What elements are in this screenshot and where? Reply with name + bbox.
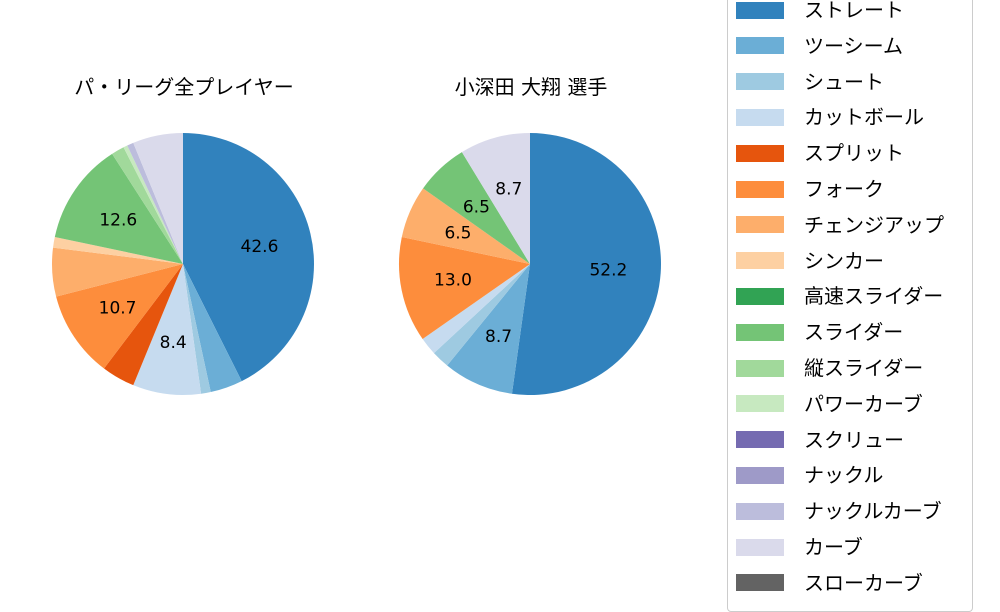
legend-label: スローカーブ bbox=[804, 570, 923, 595]
pie-slice bbox=[422, 264, 530, 354]
pie-slice bbox=[461, 133, 530, 264]
pie-slice bbox=[56, 264, 184, 369]
legend-item: カットボール bbox=[736, 107, 924, 127]
legend-swatch bbox=[736, 287, 784, 305]
pie-slice bbox=[183, 264, 211, 394]
pie-slice bbox=[399, 237, 530, 339]
pie-slice bbox=[52, 247, 183, 297]
legend-item: スライダー bbox=[736, 322, 903, 342]
slice-value-label: 52.2 bbox=[589, 260, 627, 280]
legend-label: ツーシーム bbox=[804, 33, 903, 58]
pie-slice bbox=[123, 145, 183, 264]
legend-swatch bbox=[736, 1, 784, 19]
legend-swatch bbox=[736, 180, 784, 198]
legend-item: 高速スライダー bbox=[736, 286, 943, 306]
legend-item: ナックルカーブ bbox=[736, 501, 942, 521]
legend-item: シュート bbox=[736, 72, 884, 92]
legend-label: ストレート bbox=[804, 0, 904, 22]
right-chart-title: 小深田 大翔 選手 bbox=[454, 75, 608, 99]
player-pie-chart: 52.28.713.06.56.58.7 bbox=[399, 133, 661, 395]
legend-item: フォーク bbox=[736, 179, 884, 199]
legend-item: スクリュー bbox=[736, 430, 904, 450]
pie-slice bbox=[133, 264, 202, 396]
pie-slice bbox=[183, 133, 314, 382]
slice-value-label: 12.6 bbox=[99, 210, 137, 230]
legend-swatch bbox=[736, 108, 784, 126]
legend: ストレートツーシームシュートカットボール スプリットフォークチェンジアップ シンカー… bbox=[727, 0, 973, 612]
legend-item: 縦スライダー bbox=[736, 358, 923, 378]
pie-slice bbox=[127, 142, 183, 264]
slice-value-label: 6.5 bbox=[463, 198, 490, 218]
pie-slice bbox=[104, 264, 183, 386]
legend-swatch bbox=[736, 431, 784, 449]
legend-label: ナックル bbox=[804, 463, 884, 488]
legend-swatch bbox=[736, 502, 784, 520]
legend-label: フォーク bbox=[804, 177, 884, 201]
legend-item: スローカーブ bbox=[736, 573, 923, 593]
legend-item: スプリット bbox=[736, 143, 904, 163]
legend-swatch bbox=[736, 144, 784, 162]
legend-label: パワーカーブ bbox=[804, 391, 923, 416]
legend-label: スライダー bbox=[804, 320, 904, 345]
pie-slice bbox=[112, 147, 183, 264]
legend-label: スプリット bbox=[804, 141, 904, 166]
legend-swatch bbox=[736, 574, 784, 592]
legend-swatch bbox=[736, 359, 784, 377]
legend-item: ストレート bbox=[736, 0, 904, 20]
legend-item: チェンジアップ bbox=[736, 215, 944, 235]
slice-value-label: 10.7 bbox=[99, 299, 137, 319]
legend-item: カーブ bbox=[736, 537, 863, 557]
legend-label: スクリュー bbox=[804, 427, 904, 452]
legend-label: シュート bbox=[804, 69, 884, 94]
legend-item: ナックル bbox=[736, 465, 883, 485]
slice-value-label: 13.0 bbox=[434, 271, 472, 291]
slice-value-label: 8.4 bbox=[160, 333, 187, 353]
legend-item: シンカー bbox=[736, 251, 884, 271]
pie-slice bbox=[447, 264, 530, 394]
legend-swatch bbox=[736, 252, 784, 270]
legend-label: カットボール bbox=[804, 105, 924, 130]
pie-slice bbox=[511, 133, 661, 395]
legend-swatch bbox=[736, 466, 784, 484]
slice-value-label: 6.5 bbox=[444, 224, 471, 244]
legend-label: ナックルカーブ bbox=[804, 499, 942, 524]
slice-value-label: 8.7 bbox=[485, 327, 512, 347]
league-pie-chart: 42.6 8.4 10.7 12.6 bbox=[52, 133, 314, 396]
pie-slice bbox=[423, 152, 530, 264]
pie-slice bbox=[183, 264, 242, 393]
pie-slice bbox=[53, 237, 183, 264]
legend-item: パワーカーブ bbox=[736, 394, 923, 414]
legend-item: ツーシーム bbox=[736, 36, 903, 56]
legend-swatch bbox=[736, 395, 784, 413]
pie-slice bbox=[54, 153, 183, 264]
slice-value-label: 8.7 bbox=[495, 179, 522, 199]
legend-swatch bbox=[736, 323, 784, 341]
pie-slice bbox=[401, 188, 530, 264]
legend-label: カーブ bbox=[804, 535, 863, 559]
legend-swatch bbox=[736, 216, 784, 234]
legend-swatch bbox=[736, 73, 784, 91]
legend-label: シンカー bbox=[804, 248, 884, 273]
legend-swatch bbox=[736, 37, 784, 55]
pie-slice bbox=[433, 264, 530, 366]
legend-swatch bbox=[736, 538, 784, 556]
legend-label: 縦スライダー bbox=[804, 356, 924, 380]
pie-slice bbox=[133, 133, 183, 264]
legend-label: チェンジアップ bbox=[804, 212, 944, 237]
legend-label: 高速スライダー bbox=[804, 284, 944, 309]
slice-value-label: 42.6 bbox=[241, 237, 279, 257]
left-chart-title: パ・リーグ全プレイヤー bbox=[74, 75, 294, 99]
